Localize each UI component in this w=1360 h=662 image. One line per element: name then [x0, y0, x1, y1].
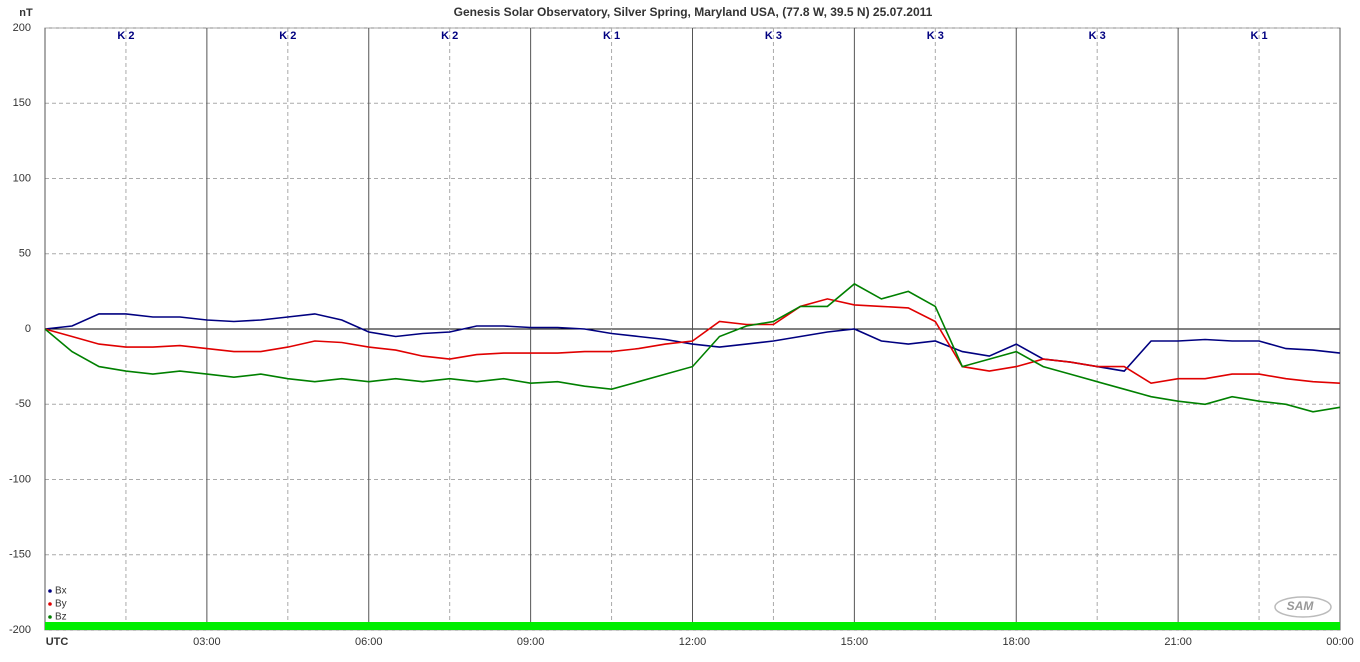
y-tick-label: -150 [9, 549, 31, 561]
k-index-label: K 3 [765, 30, 782, 42]
k-index-label: K 2 [279, 30, 296, 42]
logo: SAM [1287, 599, 1315, 613]
x-tick-label: 06:00 [355, 636, 383, 648]
chart-title: Genesis Solar Observatory, Silver Spring… [454, 5, 933, 19]
y-tick-label: -100 [9, 473, 31, 485]
series-line [44, 282, 1341, 413]
x-tick-label: 18:00 [1002, 636, 1030, 648]
y-tick-label: 200 [13, 22, 31, 34]
series-line [44, 298, 1341, 385]
y-tick-label: -200 [9, 624, 31, 636]
k-index-label: K 1 [603, 30, 620, 42]
x-tick-label: 00:00 [1326, 636, 1354, 648]
legend-label: Bz [55, 612, 67, 623]
k-index-label: K 2 [117, 30, 134, 42]
status-bar [45, 622, 1340, 630]
k-index-label: K 3 [927, 30, 944, 42]
legend-marker [48, 589, 52, 593]
k-index-label: K 2 [441, 30, 458, 42]
x-tick-label: 09:00 [517, 636, 545, 648]
y-tick-label: 150 [13, 97, 31, 109]
y-tick-label: -50 [15, 398, 31, 410]
series-line [44, 313, 1341, 372]
k-index-label: K 3 [1089, 30, 1106, 42]
logo-ring [1274, 596, 1332, 618]
x-tick-label: 12:00 [679, 636, 707, 648]
x-tick-label: UTC [46, 636, 69, 648]
y-axis-label: nT [19, 7, 33, 19]
y-tick-label: 100 [13, 172, 31, 184]
y-tick-label: 0 [25, 323, 31, 335]
legend-label: By [55, 599, 67, 610]
x-tick-label: 15:00 [841, 636, 869, 648]
legend-label: Bx [55, 586, 67, 597]
x-tick-label: 03:00 [193, 636, 221, 648]
k-index-label: K 1 [1251, 30, 1268, 42]
legend-marker [48, 602, 52, 606]
y-tick-label: 50 [19, 248, 31, 260]
legend-marker [48, 615, 52, 619]
x-tick-label: 21:00 [1164, 636, 1192, 648]
